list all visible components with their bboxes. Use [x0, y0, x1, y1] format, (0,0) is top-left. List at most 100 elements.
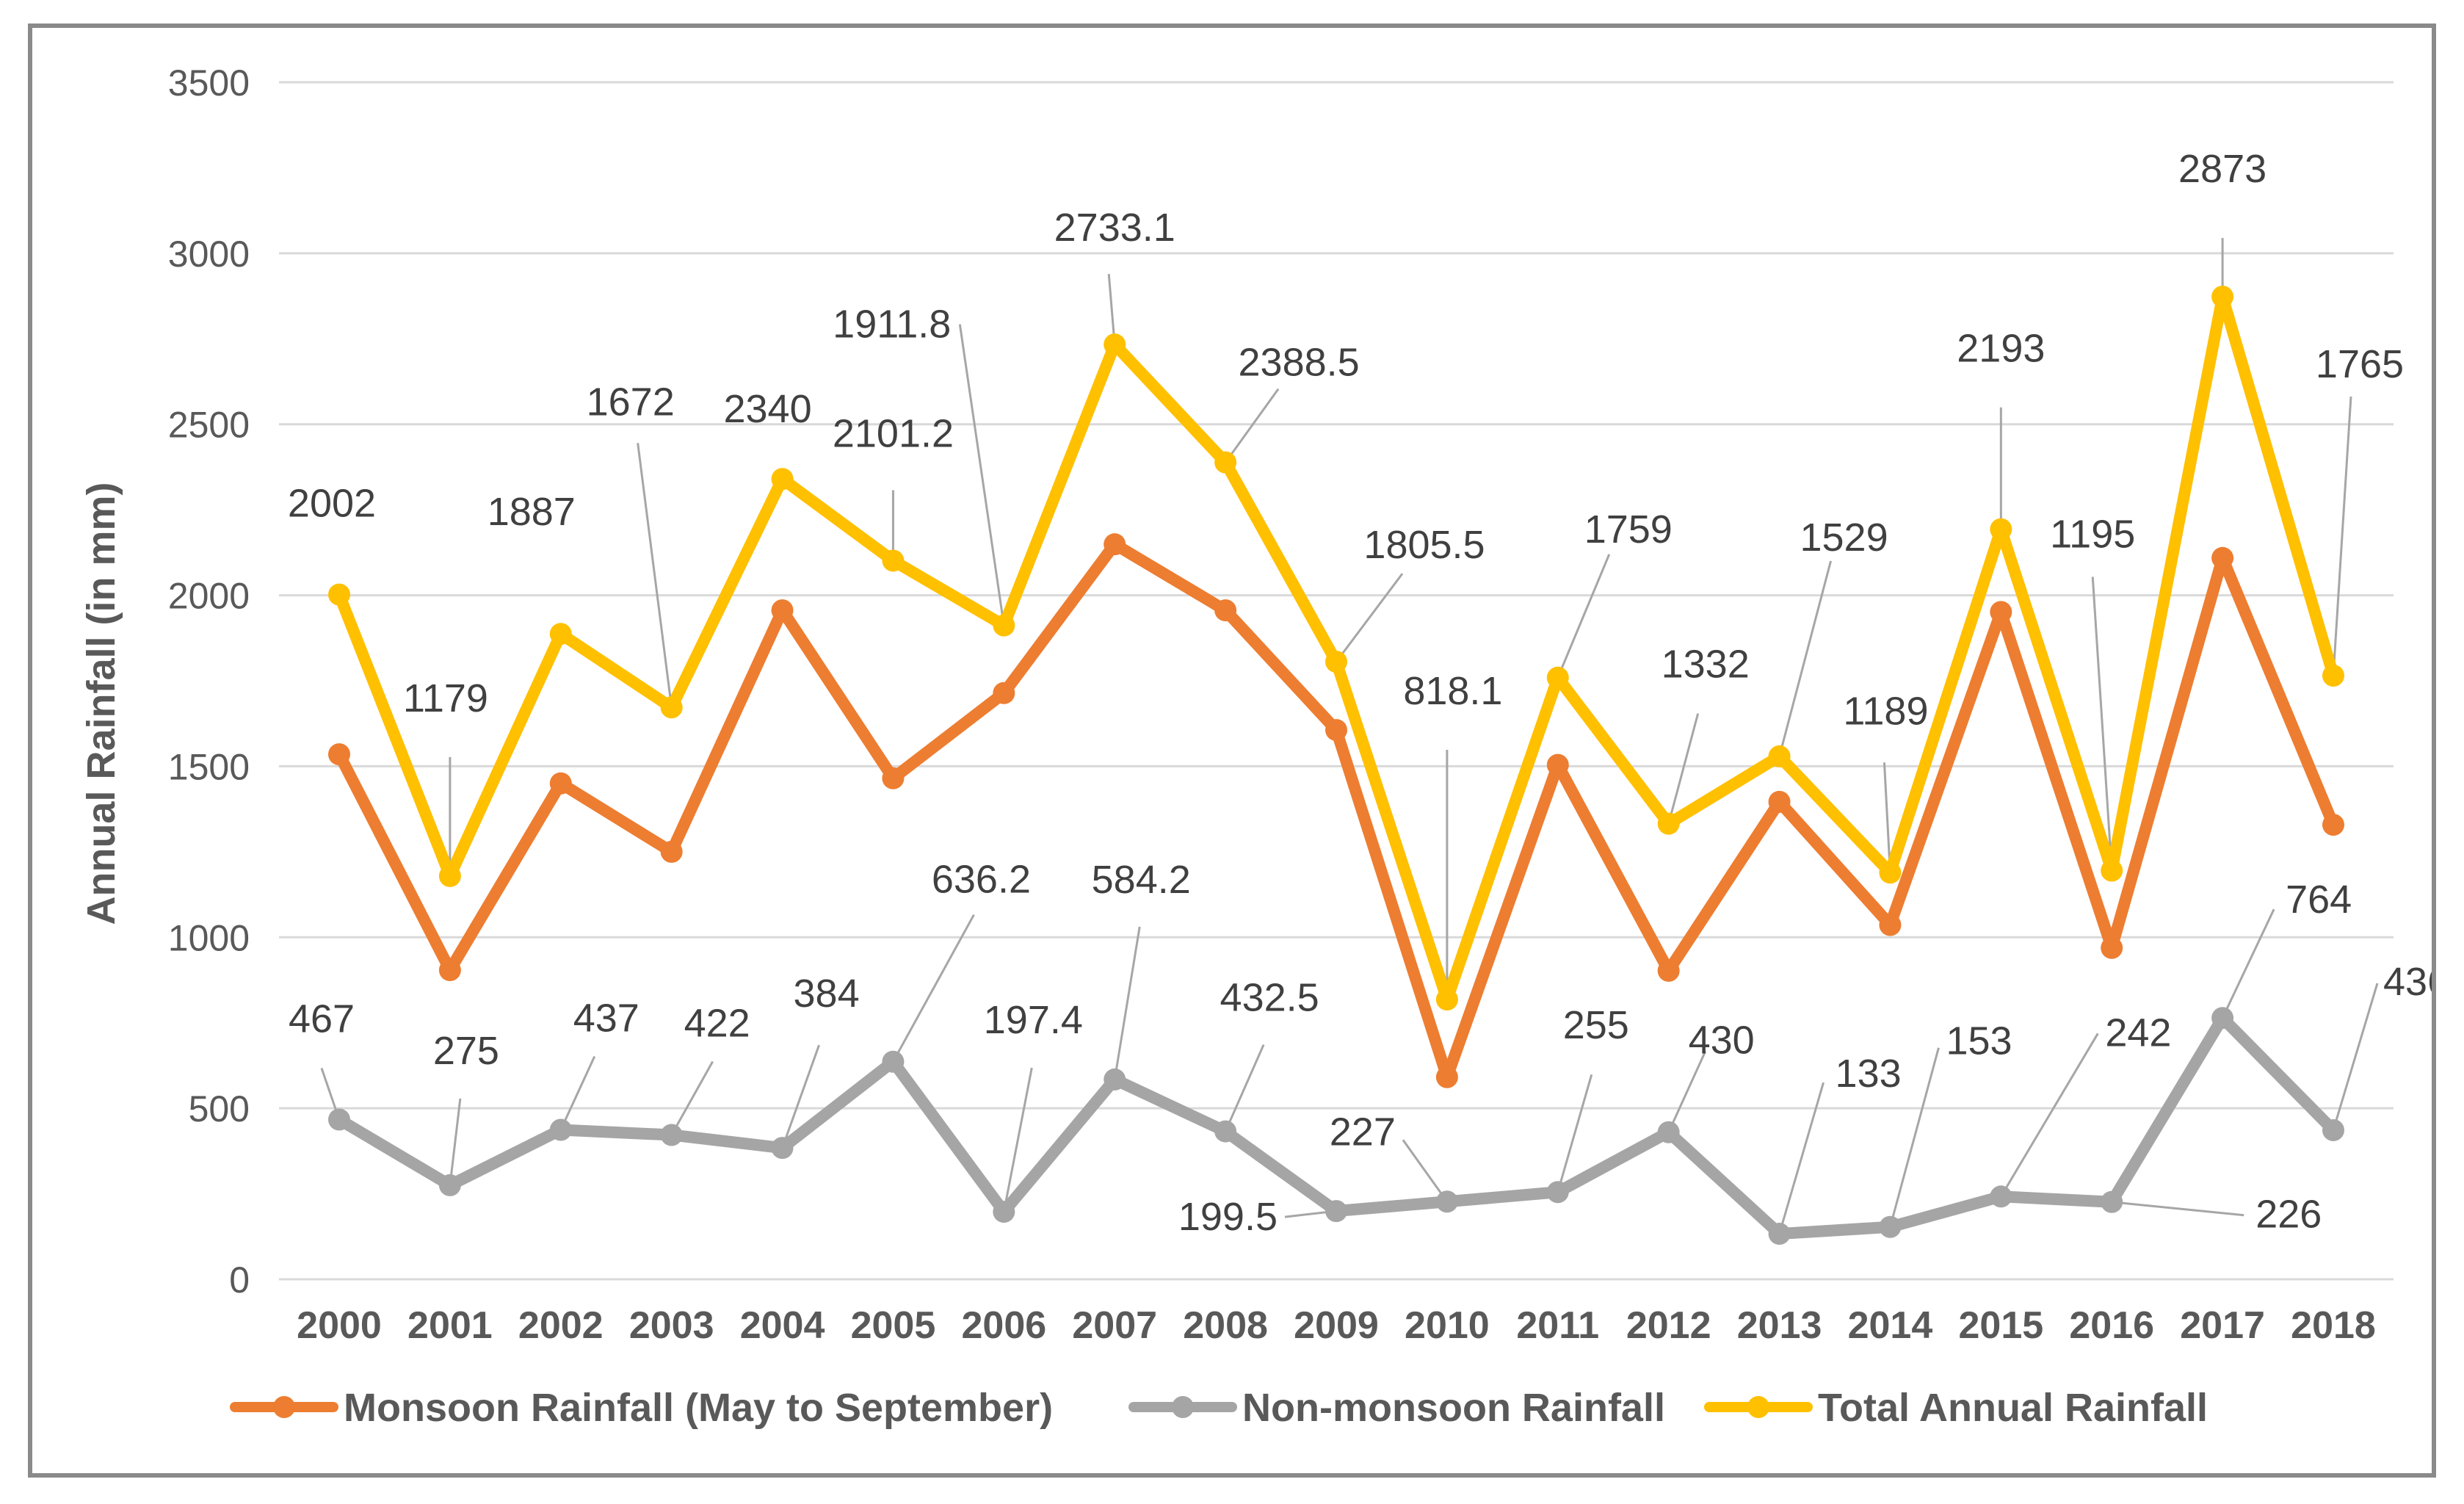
non-monsoon-point-2018: [2322, 1118, 2344, 1141]
total-point-2012: [1657, 812, 1680, 835]
total-point-2006: [993, 614, 1015, 637]
non-monsoon-data-label-2001: 275: [433, 1029, 499, 1073]
non-monsoon-data-label-2007: 584.2: [1092, 858, 1191, 902]
x-tick-label-2007: 2007: [1072, 1304, 1157, 1347]
total-point-2002: [549, 623, 572, 646]
total-legend-marker: [1747, 1396, 1769, 1418]
non-monsoon-leader-2008: [1224, 1044, 1265, 1132]
monsoon-point-2009: [1325, 719, 1347, 742]
non-monsoon-leader-2003: [670, 1060, 714, 1136]
total-leader-2016: [2091, 576, 2113, 871]
total-point-2015: [1990, 518, 2012, 540]
x-tick-label-2002: 2002: [518, 1304, 604, 1347]
y-tick-label: 2500: [168, 405, 250, 446]
total-leader-2011: [1557, 554, 1611, 679]
total-point-2014: [1879, 861, 1902, 884]
non-monsoon-point-2011: [1546, 1181, 1569, 1204]
total-point-2004: [771, 468, 794, 491]
total-point-2005: [882, 549, 905, 572]
total-leader-2009: [1335, 573, 1404, 663]
non-monsoon-leader-2018: [2332, 983, 2379, 1131]
x-tick-label-2014: 2014: [1848, 1304, 1933, 1347]
monsoon-point-2008: [1214, 599, 1237, 622]
non-monsoon-data-label-2015: 242: [2105, 1010, 2171, 1055]
monsoon-point-2003: [660, 840, 683, 863]
non-monsoon-data-label-2011: 255: [1563, 1003, 1629, 1047]
non-monsoon-point-2005: [882, 1050, 905, 1073]
non-monsoon-leader-2011: [1557, 1074, 1593, 1193]
total-point-2016: [2101, 859, 2123, 882]
non-monsoon-legend-marker: [1172, 1396, 1194, 1418]
total-data-label-2015: 2193: [1957, 327, 2045, 371]
monsoon-point-2012: [1657, 959, 1680, 982]
monsoon-point-2005: [882, 767, 905, 789]
total-data-label-2018: 1765: [2316, 342, 2404, 386]
monsoon-point-2007: [1104, 533, 1126, 556]
non-monsoon-data-label-2000: 467: [289, 997, 355, 1041]
non-monsoon-data-label-2003: 422: [684, 1001, 750, 1045]
data-labels: 467 275 437 422 384 636.2 197.4 584.2 432.5 199.5…: [288, 147, 2432, 1239]
total-point-2013: [1768, 745, 1791, 767]
total-data-label-2012: 1332: [1662, 643, 1750, 687]
monsoon-legend-label: Monsoon Rainfall (May to September): [344, 1386, 1053, 1430]
total-leader-2018: [2332, 396, 2352, 676]
non-monsoon-leader-2015: [2000, 1033, 2099, 1198]
total-leader-2014: [1883, 762, 1891, 873]
non-monsoon-data-label-2010: 227: [1330, 1110, 1396, 1154]
non-monsoon-leader-2001: [449, 1098, 462, 1186]
monsoon-point-2004: [771, 599, 794, 622]
total-point-2010: [1435, 988, 1458, 1010]
total-data-label-2010: 818.1: [1403, 669, 1502, 713]
monsoon-point-2001: [438, 958, 461, 981]
non-monsoon-data-label-2009: 199.5: [1178, 1195, 1278, 1239]
monsoon-point-2014: [1879, 914, 1902, 936]
total-point-2018: [2322, 665, 2344, 687]
monsoon-point-2002: [549, 772, 572, 795]
data-label-leaders: [320, 238, 2379, 1234]
total-leader-2003: [637, 443, 673, 708]
non-monsoon-point-2015: [1990, 1185, 2012, 1208]
non-monsoon-data-label-2016: 226: [2255, 1193, 2322, 1237]
x-tick-label-2011: 2011: [1516, 1304, 1599, 1347]
total-leader-2006: [958, 324, 1005, 626]
non-monsoon-leader-2014: [1888, 1047, 1940, 1228]
non-monsoon-data-label-2018: 436: [2383, 960, 2432, 1004]
series-lines: [328, 286, 2344, 1246]
total-data-label-2001: 1179: [403, 676, 488, 720]
total-leader-2007: [1107, 274, 1116, 345]
x-tick-label-2013: 2013: [1737, 1304, 1822, 1347]
non-monsoon-point-2017: [2211, 1007, 2234, 1030]
x-tick-label-2015: 2015: [1958, 1304, 2043, 1347]
total-data-label-2008: 2388.5: [1239, 341, 1360, 385]
monsoon-point-2011: [1546, 753, 1569, 776]
monsoon-point-2018: [2322, 814, 2344, 836]
non-monsoon-point-2016: [2101, 1190, 2123, 1213]
x-tick-label-2009: 2009: [1294, 1304, 1379, 1347]
non-monsoon-leader-2016: [2112, 1201, 2244, 1217]
non-monsoon-leader-2006: [1002, 1067, 1033, 1212]
x-tick-label-2001: 2001: [407, 1304, 493, 1347]
total-data-label-2007: 2733.1: [1054, 206, 1175, 250]
non-monsoon-leader-2005: [892, 914, 975, 1063]
y-tick-label: 0: [229, 1259, 250, 1301]
non-monsoon-point-2002: [549, 1118, 572, 1141]
non-monsoon-legend-label: Non-monsoon Rainfall: [1242, 1386, 1665, 1430]
total-data-label-2014: 1189: [1843, 689, 1928, 733]
y-tick-label: 1000: [168, 917, 250, 958]
y-axis-label: Annual Rainfall (in mm): [79, 482, 123, 925]
non-monsoon-leader-2004: [781, 1044, 820, 1149]
non-monsoon-point-2013: [1768, 1223, 1791, 1246]
monsoon-point-2015: [1990, 601, 2012, 623]
total-point-2009: [1325, 651, 1347, 673]
non-monsoon-leader-2013: [1778, 1082, 1825, 1234]
total-leader-2013: [1778, 560, 1833, 757]
non-monsoon-data-label-2004: 384: [794, 972, 860, 1016]
total-point-2017: [2211, 286, 2234, 308]
non-monsoon-data-label-2006: 197.4: [984, 998, 1083, 1042]
total-data-label-2006: 1911.8: [833, 303, 951, 347]
total-point-2007: [1104, 333, 1126, 356]
non-monsoon-point-2012: [1657, 1121, 1680, 1143]
total-leader-2012: [1667, 713, 1700, 825]
x-tick-label-2010: 2010: [1405, 1304, 1490, 1347]
